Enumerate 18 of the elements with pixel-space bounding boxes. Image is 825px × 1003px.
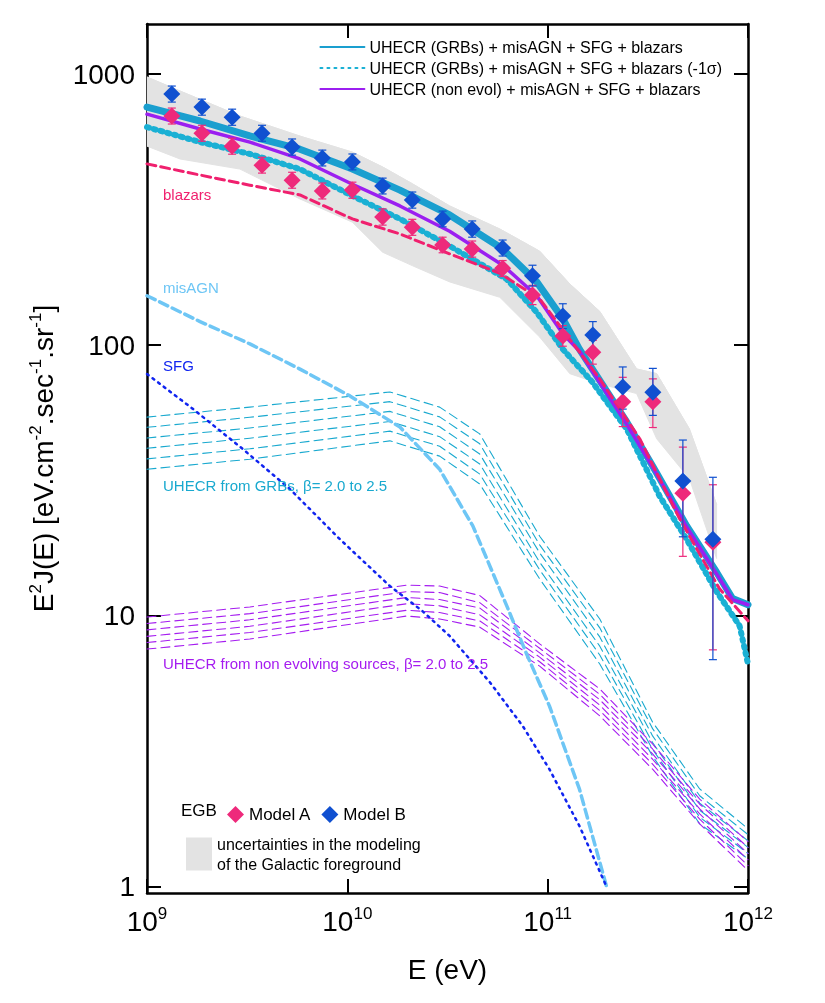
legend-label: Model B [343,805,406,824]
y-tick-label: 1 [119,871,135,903]
legend-label: UHECR (GRBs) + misAGN + SFG + blazars (-1σ) [369,59,722,77]
y-tick-label: 1000 [72,58,135,90]
legend-label: Model A [249,805,312,824]
series-label: misAGN [163,279,219,297]
y-tick-label: 10 [103,600,135,632]
x-axis-title: E (eV) [407,953,488,985]
series-label: SFG [163,357,194,375]
series-label: UHECR from non evolving sources, β= 2.0 to 2.5 [163,654,489,672]
series-label: blazars [163,186,212,204]
legend-label: uncertainties in the modeling of the Galactic foreground [217,835,426,873]
text: E2J(E) [eV.cm-2.sec-1.sr-1] [26,304,59,613]
y-tick-label: 100 [88,329,135,361]
legend-label: UHECR (GRBs) + misAGN + SFG + blazars [369,38,683,56]
series-label: UHECR from GRBs, β= 2.0 to 2.5 [163,476,388,494]
legend-label: UHECR (non evol) + misAGN + SFG + blazars [369,80,701,98]
legend-title: EGB [181,801,217,820]
